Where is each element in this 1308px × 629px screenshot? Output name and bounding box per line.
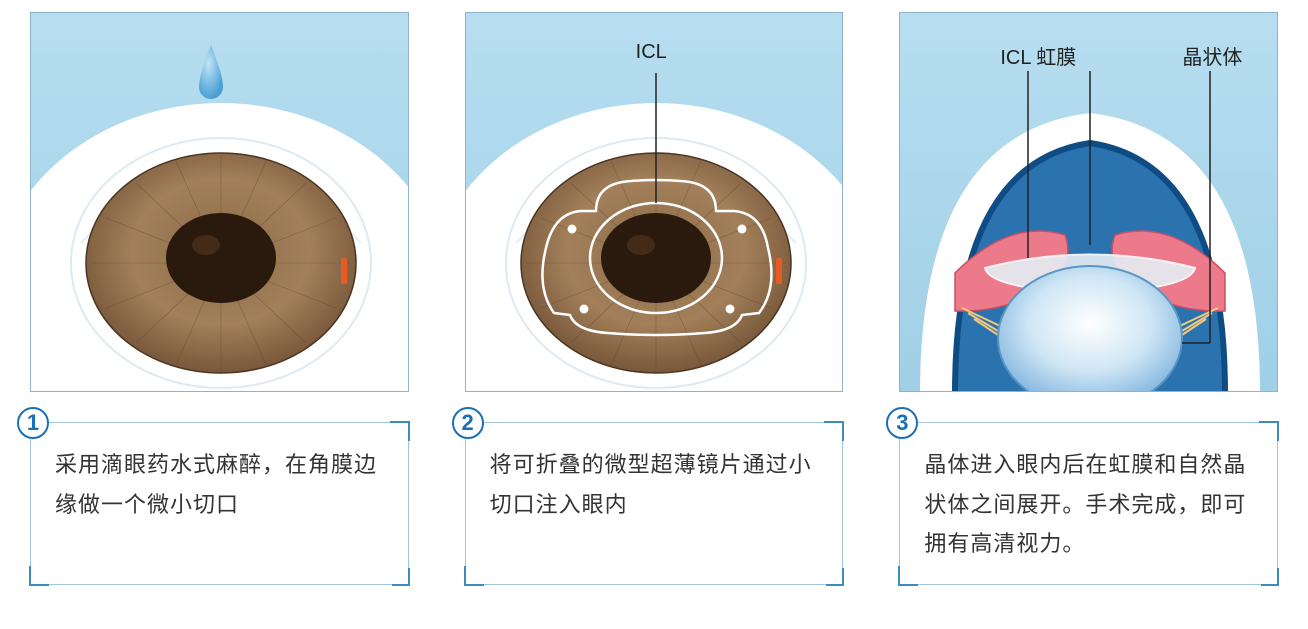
- captions-row: 1 采用滴眼药水式麻醉，在角膜边缘做一个微小切口 2 将可折叠的微型超薄镜片通过…: [0, 392, 1308, 585]
- caption-step-2: 2 将可折叠的微型超薄镜片通过小切口注入眼内: [465, 422, 844, 585]
- panel-step-2: ICL: [465, 12, 844, 392]
- caption-step-3: 3 晶体进入眼内后在虹膜和自然晶状体之间展开。手术完成，即可拥有高清视力。: [899, 422, 1278, 585]
- label-icl-iris: ICL 虹膜: [1000, 41, 1076, 70]
- caption-text-3: 晶体进入眼内后在虹膜和自然晶状体之间展开。手术完成，即可拥有高清视力。: [924, 445, 1259, 564]
- caption-step-1: 1 采用滴眼药水式麻醉，在角膜边缘做一个微小切口: [30, 422, 409, 585]
- step-badge-1: 1: [17, 407, 49, 439]
- label-lens: 晶状体: [1182, 41, 1242, 70]
- panel-1-svg: [31, 13, 409, 392]
- caption-text-1: 采用滴眼药水式麻醉，在角膜边缘做一个微小切口: [55, 445, 390, 524]
- step-badge-3: 3: [886, 407, 918, 439]
- caption-text-2: 将可折叠的微型超薄镜片通过小切口注入眼内: [490, 445, 825, 524]
- step-badge-2: 2: [452, 407, 484, 439]
- panel-2-svg: [466, 13, 844, 392]
- panel-step-3: ICL 虹膜 晶状体: [899, 12, 1278, 392]
- label-icl: ICL: [636, 41, 667, 64]
- panel-step-1: [30, 12, 409, 392]
- panels-row: ICL: [0, 0, 1308, 392]
